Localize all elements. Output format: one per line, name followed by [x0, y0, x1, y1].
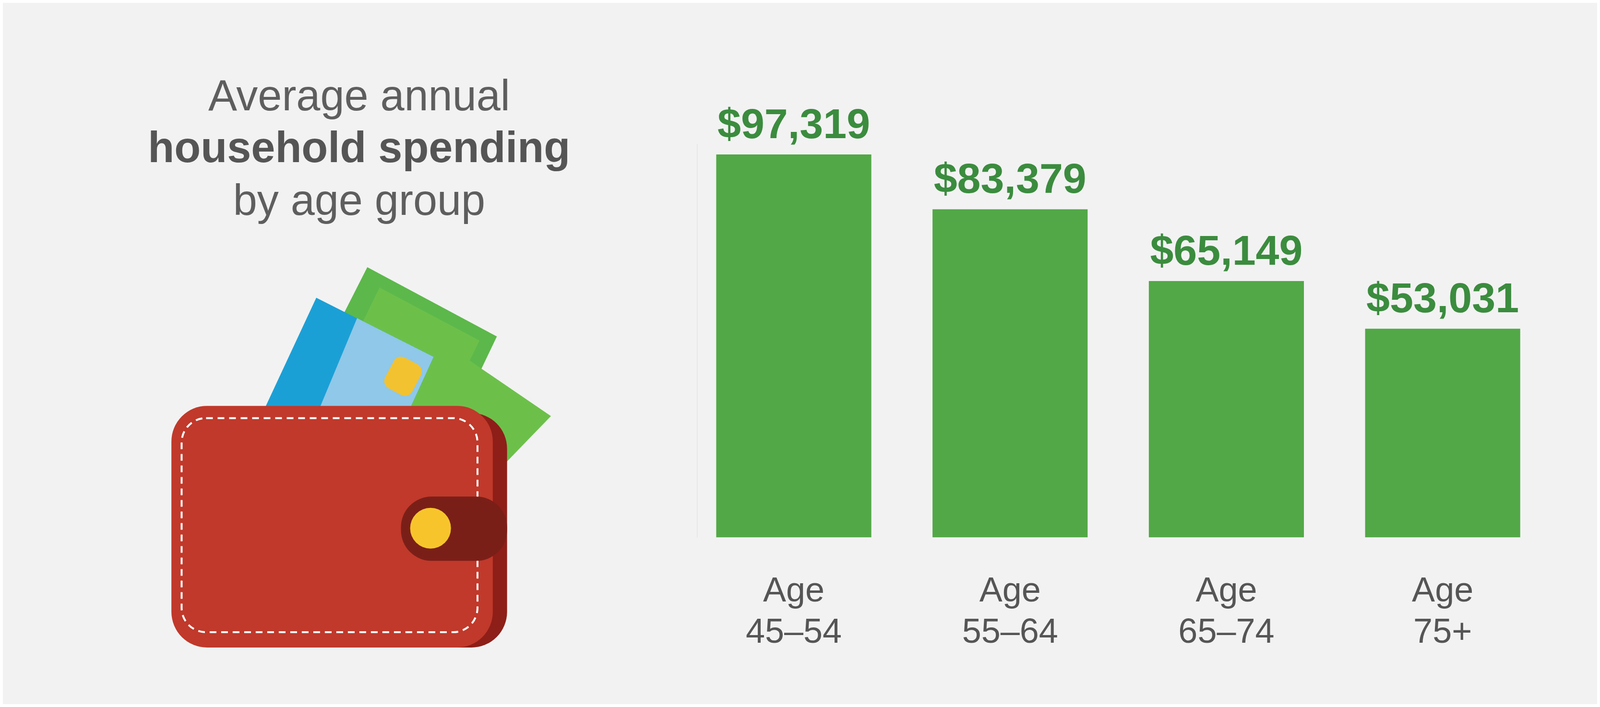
x-tick-label-line: Age [979, 570, 1041, 609]
x-axis-line [716, 537, 1521, 538]
x-tick-label-line: Age [763, 570, 825, 609]
y-axis-line [696, 144, 698, 538]
wallet-stitch [181, 418, 478, 633]
data-labels: $97,319 $83,379 $65,149 $53,031 [717, 99, 1519, 322]
x-tick-label: Age45–54 [745, 570, 842, 651]
x-tick: Age55–64 [962, 537, 1059, 651]
y-axis [696, 144, 698, 538]
x-tick: Age65–74 [1178, 537, 1275, 651]
x-tick-label: Age75+ [1411, 570, 1474, 651]
title-line: household spending [147, 123, 571, 172]
x-tick: Age75+ [1411, 537, 1474, 651]
x-tick-label-line: 75+ [1413, 611, 1472, 651]
x-tick-label: Age65–74 [1178, 570, 1275, 651]
x-tick: Age45–54 [745, 537, 842, 651]
title-line: by age group [233, 176, 486, 225]
bar [1365, 328, 1521, 538]
wallet-button [410, 508, 452, 550]
bar [716, 154, 872, 538]
x-axis: Age45–54Age55–64Age65–74Age75+ [716, 537, 1521, 651]
x-tick-label-line: 45–54 [745, 611, 842, 651]
x-tick-label-line: Age [1195, 570, 1257, 609]
data-label: $97,319 [717, 99, 871, 148]
bar [1148, 281, 1304, 538]
background [2, 2, 1598, 705]
wallet-front [171, 405, 493, 648]
data-label: $53,031 [1366, 274, 1519, 322]
wallet-icon [171, 267, 551, 648]
chart: Average annualhousehold spendingby age g… [0, 0, 1600, 707]
data-label: $83,379 [933, 154, 1087, 203]
data-label: $65,149 [1149, 226, 1303, 275]
x-tick-label: Age55–64 [962, 570, 1059, 651]
x-tick-label-line: 65–74 [1178, 611, 1275, 651]
title: Average annualhousehold spendingby age g… [147, 71, 571, 225]
bar [932, 209, 1088, 538]
x-tick-label-line: 55–64 [962, 611, 1059, 651]
bars [716, 154, 1520, 538]
x-tick-label-line: Age [1411, 570, 1474, 609]
wallet-strap [401, 496, 508, 562]
card-chip [381, 354, 425, 400]
title-line: Average annual [208, 71, 511, 120]
